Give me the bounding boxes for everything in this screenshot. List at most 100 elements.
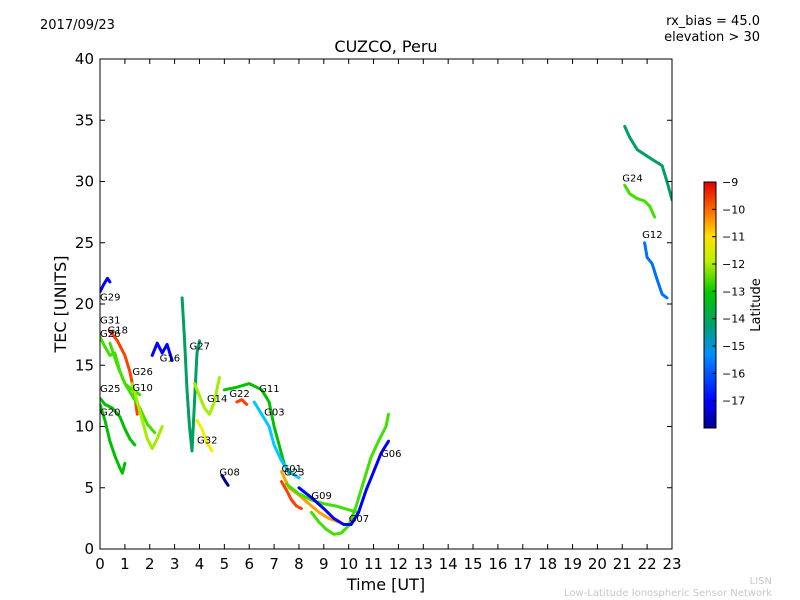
series-g27 [180, 296, 201, 453]
series-g09 [285, 482, 361, 514]
satellite-label: G27 [190, 341, 210, 352]
series-g06 [297, 439, 390, 526]
date-label: 2017/09/23 [40, 18, 115, 33]
x-tick-label: 5 [220, 555, 230, 573]
axis-layer: 0 1 2 3 4 5 6 7 8 9 10 11 12 13 14 15 16 17 18 19 20 21 22 2305… [75, 50, 682, 573]
satellite-label: G10 [132, 383, 152, 394]
x-tick-label: 23 [662, 555, 681, 573]
series-g08 [220, 474, 230, 487]
series-g11 [222, 382, 291, 475]
y-tick-label: 0 [84, 540, 94, 558]
colorbar-tick-label: −10 [722, 203, 745, 216]
satellite-label: G18 [107, 325, 127, 336]
y-tick-label: 20 [75, 295, 94, 313]
series-g20 [100, 402, 127, 475]
y-tick-label: 25 [75, 234, 94, 252]
satellite-label: G26 [100, 329, 120, 340]
x-tick-label: 12 [389, 555, 408, 573]
x-tick-label: 17 [513, 555, 532, 573]
satellite-label: G11 [259, 384, 279, 395]
series-g25 [100, 396, 137, 447]
plot-frame [99, 58, 673, 550]
colorbar-gradient [703, 181, 717, 429]
x-tick-label: 14 [439, 555, 458, 573]
series-g22 [235, 398, 249, 406]
series-g07 [309, 412, 390, 536]
series-g26 [100, 335, 142, 397]
x-tick-label: 4 [195, 555, 205, 573]
satellite-label: G07 [349, 514, 369, 525]
satellite-label: G09 [311, 491, 331, 502]
x-tick-label: 11 [364, 555, 383, 573]
x-tick-label: 21 [613, 555, 632, 573]
x-tick-label: 2 [145, 555, 155, 573]
x-tick-label: 0 [95, 555, 105, 573]
y-tick-label: 5 [84, 479, 94, 497]
footer-lisn: LISN [749, 576, 772, 587]
y-axis-label: TEC [UNITS] [51, 256, 70, 354]
x-tick-label: 9 [319, 555, 329, 573]
y-tick-label: 10 [75, 418, 94, 436]
satellite-label: G22 [229, 389, 249, 400]
x-tick-label: 22 [638, 555, 657, 573]
satellite-label: G25 [100, 384, 120, 395]
x-tick-label: 19 [563, 555, 582, 573]
y-tick-label: 35 [75, 111, 94, 129]
series-g32 [195, 418, 214, 453]
satellite-label: G03 [264, 407, 284, 418]
series-g16 [150, 341, 174, 362]
satellite-label: G20 [100, 407, 120, 418]
series-g29 [100, 276, 112, 294]
series-g14 [193, 376, 221, 416]
x-tick-label: 3 [170, 555, 180, 573]
x-tick-label: 1 [120, 555, 130, 573]
series-g03 [252, 400, 301, 480]
x-tick-label: 20 [588, 555, 607, 573]
elevation-label: elevation > 30 [664, 30, 760, 45]
colorbar: −9 −10 −11 −12 −13 −14 −15 −16 −17 Latitude [703, 176, 764, 429]
colorbar-tick-label: −13 [722, 285, 745, 298]
satellite-label: G26 [132, 367, 152, 378]
x-tick-label: 13 [414, 555, 433, 573]
x-tick-label: 8 [294, 555, 304, 573]
colorbar-tick-label: −11 [722, 231, 745, 244]
colorbar-tick-label: −16 [722, 367, 745, 380]
rx-bias-label: rx_bias = 45.0 [666, 14, 760, 29]
colorbar-tick-label: −9 [722, 176, 738, 189]
x-tick-label: 10 [339, 555, 358, 573]
footer-network: Low-Latitude Ionospheric Sensor Network [564, 588, 772, 599]
colorbar-tick-label: −17 [722, 395, 745, 408]
series-layer [100, 124, 672, 536]
x-tick-label: 7 [269, 555, 279, 573]
satellite-label: G08 [219, 468, 239, 479]
satellite-label: G29 [100, 292, 120, 303]
x-tick-label: 16 [488, 555, 507, 573]
y-tick-label: 30 [75, 173, 94, 191]
satellite-label: G32 [197, 436, 217, 447]
satellite-label: G16 [160, 354, 180, 365]
series-g24 [623, 183, 657, 219]
series-g24-high [623, 124, 672, 202]
chart-title: CUZCO, Peru [334, 37, 437, 56]
x-tick-label: 6 [244, 555, 254, 573]
y-tick-label: 40 [75, 50, 94, 68]
satellite-label: G06 [381, 449, 401, 460]
satellite-label: G31 [100, 316, 120, 327]
y-tick-label: 15 [75, 356, 94, 374]
colorbar-tick-label: −15 [722, 340, 745, 353]
x-tick-label: 18 [538, 555, 557, 573]
colorbar-tick-label: −14 [722, 313, 745, 326]
x-axis-label: Time [UT] [346, 575, 425, 594]
satellite-label: G12 [642, 230, 662, 241]
satellite-label: G14 [207, 394, 227, 405]
colorbar-label: Latitude [749, 278, 764, 332]
series-g01 [280, 480, 303, 511]
series-g10 [130, 382, 164, 451]
satellite-label: G01 [282, 464, 302, 475]
x-tick-label: 15 [463, 555, 482, 573]
colorbar-tick-label: −12 [722, 258, 745, 271]
satellite-label: G23 [284, 468, 304, 479]
series-g12 [643, 241, 669, 300]
